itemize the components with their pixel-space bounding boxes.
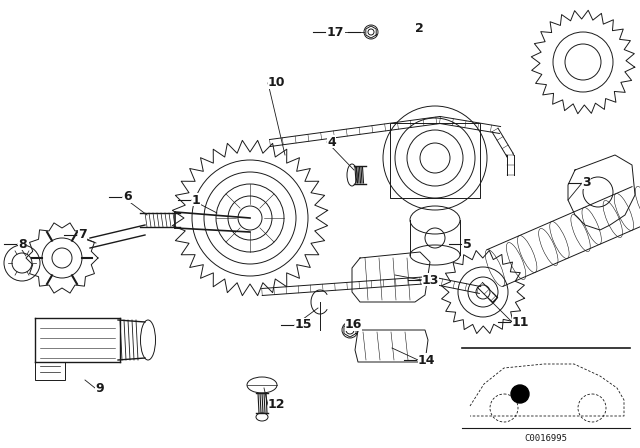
Text: 16: 16 xyxy=(345,319,362,332)
Text: 5: 5 xyxy=(463,237,472,250)
Text: 1: 1 xyxy=(192,194,201,207)
Text: 4: 4 xyxy=(327,135,336,148)
Text: 3: 3 xyxy=(582,177,591,190)
Text: 7: 7 xyxy=(78,228,87,241)
Text: 14: 14 xyxy=(418,353,435,366)
Text: 15: 15 xyxy=(295,319,312,332)
Text: 2: 2 xyxy=(415,22,424,34)
Text: 11: 11 xyxy=(512,315,529,328)
Text: 6: 6 xyxy=(123,190,132,203)
Text: 12: 12 xyxy=(268,399,285,412)
Circle shape xyxy=(511,385,529,403)
Text: 8: 8 xyxy=(18,237,27,250)
Text: 9: 9 xyxy=(95,382,104,395)
Text: C0016995: C0016995 xyxy=(525,434,568,443)
Text: 17: 17 xyxy=(327,26,344,39)
Text: 17: 17 xyxy=(327,26,344,39)
Text: 13: 13 xyxy=(422,273,440,287)
Text: 10: 10 xyxy=(268,77,285,90)
